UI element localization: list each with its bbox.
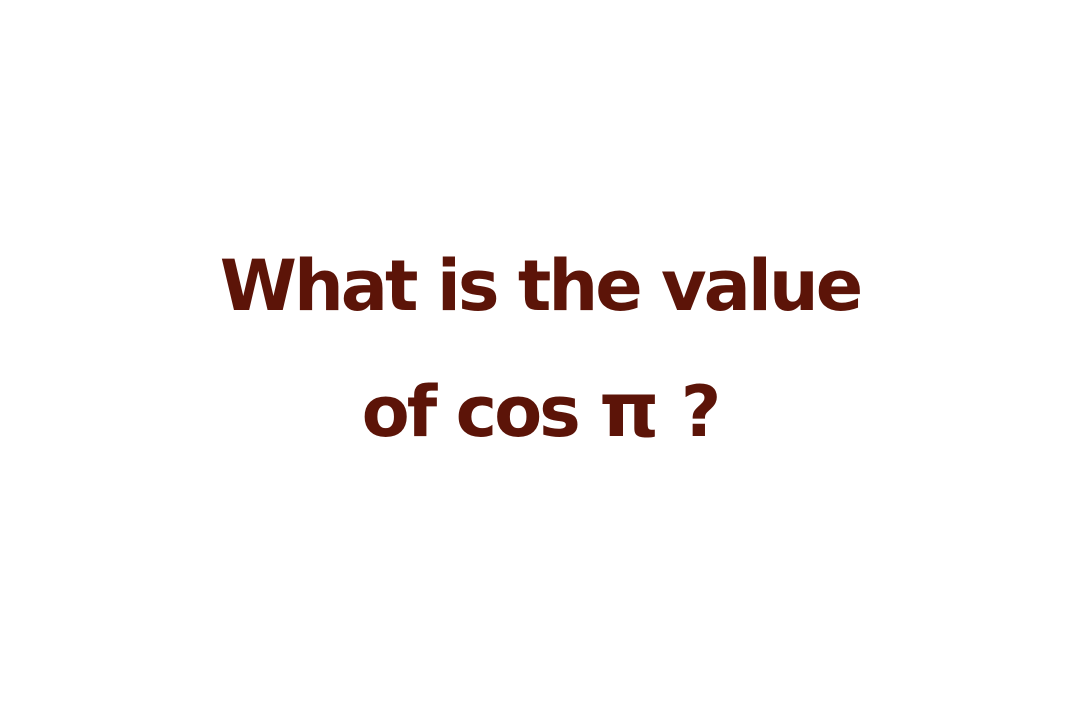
question-line-2: of cos π ?	[0, 348, 1080, 474]
question-mark: ?	[680, 371, 722, 453]
question-text: What is the value of cos π ?	[0, 224, 1080, 474]
question-line-1: What is the value	[219, 245, 863, 327]
question-line-2-prefix: of cos	[361, 371, 581, 453]
pi-symbol: π	[599, 365, 660, 454]
